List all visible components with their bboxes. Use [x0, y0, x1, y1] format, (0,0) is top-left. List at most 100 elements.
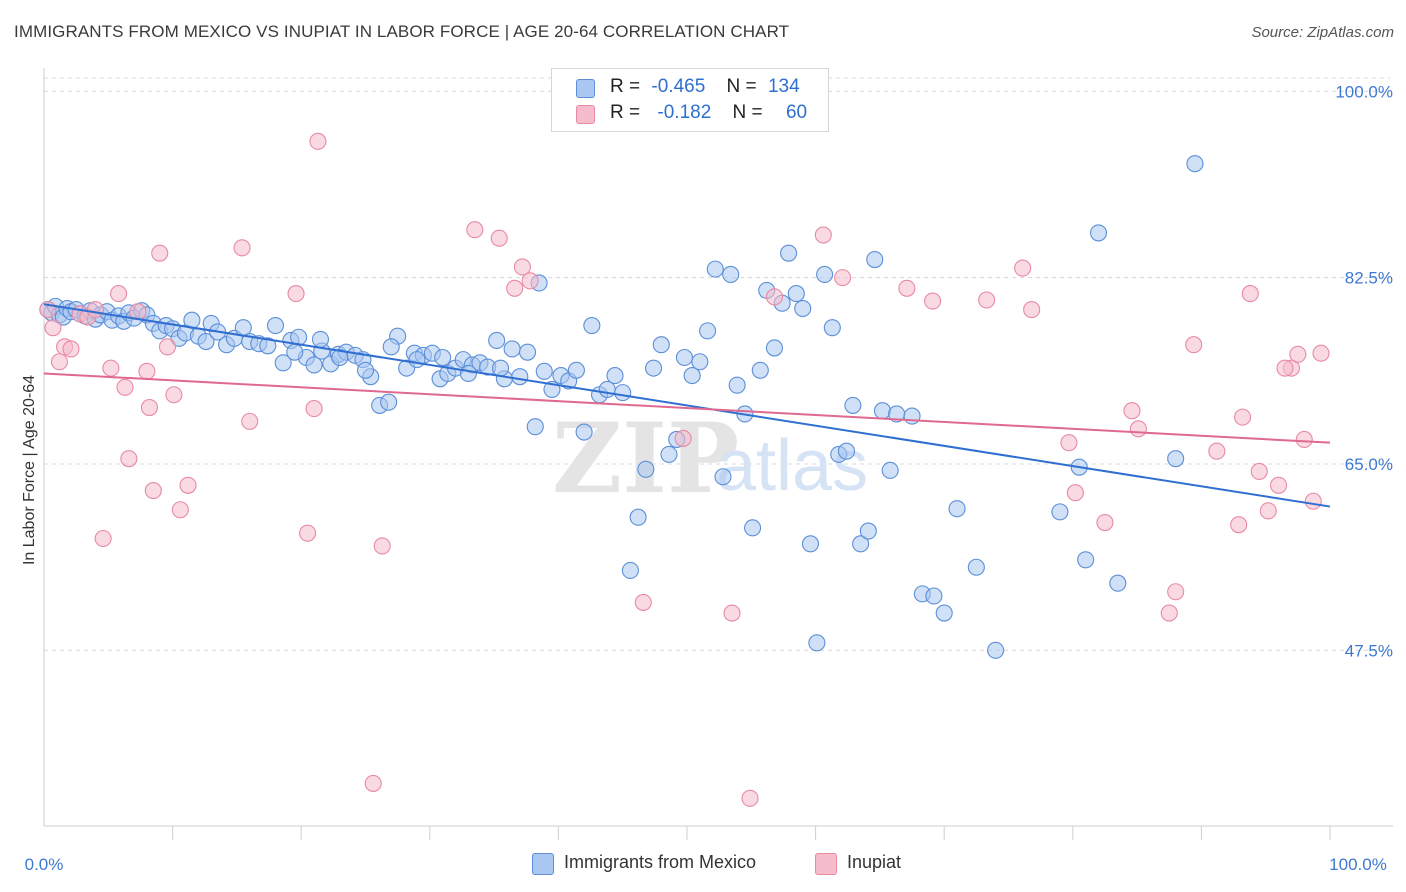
point-inupiat	[151, 244, 169, 262]
point-mexico	[948, 500, 966, 518]
point-mexico	[197, 332, 215, 351]
point-inupiat	[120, 450, 138, 468]
point-inupiat	[1185, 336, 1203, 354]
point-mexico	[311, 330, 330, 348]
x-tick-label-start: 0.0%	[25, 855, 64, 874]
point-mexico	[1077, 551, 1095, 569]
point-inupiat	[466, 221, 484, 239]
point-mexico	[683, 367, 701, 385]
point-inupiat	[1234, 408, 1252, 426]
axis-layer	[43, 68, 1393, 840]
legend-text-mexico: R = -0.465 N = 134	[610, 76, 800, 97]
point-mexico	[706, 260, 724, 278]
point-inupiat	[1066, 484, 1084, 502]
point-mexico	[331, 348, 349, 367]
point-mexico	[925, 587, 943, 605]
point-mexico	[675, 348, 693, 367]
point-inupiat	[723, 604, 741, 622]
point-inupiat	[1123, 402, 1141, 420]
bottom-legend-label-inupiat: Inupiat	[847, 852, 902, 872]
point-inupiat	[1167, 583, 1185, 601]
point-mexico	[660, 445, 678, 463]
point-inupiat	[978, 291, 996, 309]
point-mexico	[567, 361, 585, 379]
watermark-zip: ZIP	[552, 402, 739, 515]
point-mexico	[801, 535, 820, 553]
point-inupiat	[1289, 345, 1307, 363]
point-mexico	[614, 384, 632, 402]
bottom-legend-label-mexico: Immigrants from Mexico	[564, 852, 757, 872]
point-inupiat	[1060, 434, 1078, 452]
point-inupiat	[674, 429, 692, 447]
point-inupiat	[1230, 516, 1248, 534]
point-mexico	[380, 393, 398, 411]
point-inupiat	[1129, 420, 1147, 438]
point-mexico	[266, 316, 285, 335]
point-inupiat	[1014, 259, 1032, 277]
trend-layer	[43, 303, 1331, 508]
point-mexico	[935, 604, 953, 622]
chart-source: Source: ZipAtlas.com	[1251, 24, 1394, 41]
point-mexico	[837, 442, 856, 460]
point-mexico	[621, 561, 639, 580]
point-mexico	[844, 396, 862, 414]
point-inupiat	[94, 529, 112, 548]
point-inupiat	[138, 362, 156, 380]
point-inupiat	[158, 338, 177, 356]
point-inupiat	[1304, 492, 1322, 510]
point-inupiat	[373, 537, 391, 555]
point-inupiat	[521, 272, 539, 290]
point-inupiat	[287, 285, 305, 303]
point-mexico	[823, 319, 841, 337]
point-inupiat	[140, 398, 159, 417]
point-mexico	[526, 418, 544, 436]
point-mexico	[873, 402, 892, 420]
point-mexico	[808, 634, 826, 652]
y-tick-label: 47.5%	[1345, 641, 1393, 660]
point-inupiat	[513, 258, 531, 276]
point-inupiat	[309, 132, 327, 150]
point-mexico	[511, 368, 529, 386]
point-inupiat	[1259, 502, 1277, 520]
point-mexico	[1186, 155, 1204, 173]
legend-swatch-pink	[576, 105, 595, 124]
point-mexico	[859, 522, 877, 540]
point-inupiat	[116, 378, 134, 396]
point-inupiat	[299, 524, 317, 542]
point-mexico	[606, 367, 624, 385]
point-inupiat	[1241, 285, 1259, 303]
trendline-inupiat	[43, 372, 1331, 444]
point-mexico	[903, 407, 921, 425]
point-mexico	[518, 343, 537, 361]
point-mexico	[765, 339, 783, 357]
point-inupiat	[924, 292, 942, 310]
point-inupiat	[506, 279, 524, 297]
point-mexico	[503, 340, 521, 358]
point-inupiat	[1276, 359, 1294, 377]
point-mexico	[787, 285, 805, 303]
point-inupiat	[834, 269, 852, 287]
point-mexico	[699, 322, 717, 340]
point-mexico	[1109, 574, 1127, 592]
point-mexico	[305, 356, 323, 374]
point-mexico	[744, 519, 762, 537]
point-mexico	[382, 338, 400, 356]
point-mexico	[866, 250, 884, 269]
point-inupiat	[86, 301, 104, 319]
point-mexico	[575, 423, 593, 441]
point-mexico	[637, 460, 655, 478]
trendline-mexico	[43, 303, 1331, 508]
point-mexico	[259, 337, 277, 355]
point-mexico	[722, 265, 740, 283]
point-mexico	[691, 353, 709, 371]
point-mexico	[629, 508, 647, 526]
y-tick-label: 100.0%	[1335, 82, 1393, 101]
point-inupiat	[814, 226, 832, 244]
point-mexico	[987, 641, 1005, 659]
points-layer	[39, 72, 1330, 807]
point-mexico	[652, 336, 670, 354]
point-mexico	[816, 265, 834, 283]
point-inupiat	[305, 400, 323, 418]
point-inupiat	[898, 279, 916, 297]
